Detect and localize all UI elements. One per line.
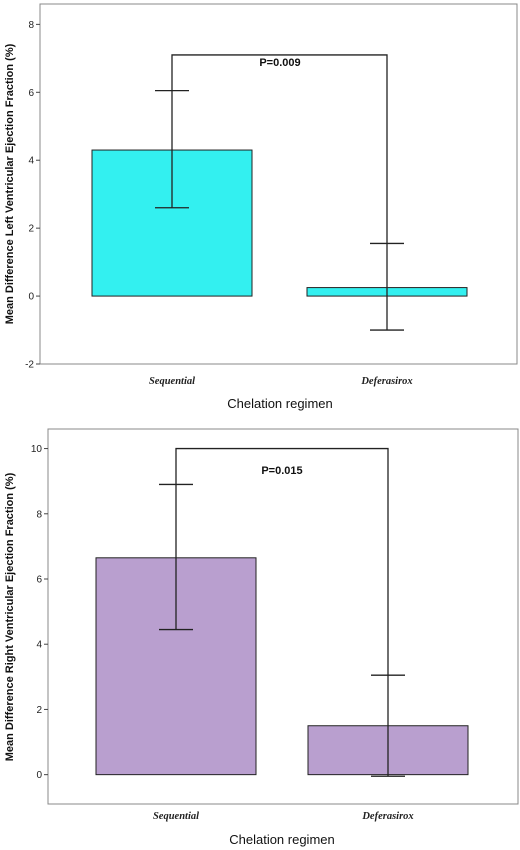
rvef-chart-panel: 0 2 4 6 8 10 P=0.015 Sequential Deferasirox Ch…: [0, 425, 520, 850]
y-tick-label: 0: [36, 770, 42, 781]
y-tick-label: 10: [31, 444, 43, 455]
bracket-line: [175, 447, 389, 676]
y-axis-title: Mean Difference Right Ventricular Ejecti…: [4, 472, 16, 761]
y-tick-label: 6: [36, 575, 42, 586]
significance-bracket: [171, 54, 388, 244]
category-label-sequential: Sequential: [153, 811, 199, 822]
plot-frame: [39, 3, 518, 365]
y-tick-label: 2: [28, 224, 34, 235]
category-label-deferasirox: Deferasirox: [360, 376, 412, 387]
rvef-bar-chart: 0 2 4 6 8 10 P=0.015 Sequential Deferasirox Ch…: [4, 428, 519, 847]
y-ticks: -2 0 2 4 6 8: [25, 20, 40, 371]
category-label-sequential: Sequential: [149, 376, 195, 387]
bracket-line: [171, 54, 388, 244]
lvef-chart-panel: -2 0 2 4 6 8 P=0.009 Sequential Deferasirox Ch…: [0, 0, 520, 420]
x-axis-title: Chelation regimen: [229, 832, 335, 847]
y-tick-label: 4: [28, 156, 34, 167]
plot-frame: [47, 428, 519, 805]
p-value-label: P=0.009: [259, 57, 300, 69]
y-ticks: 0 2 4 6 8 10: [31, 444, 48, 781]
y-tick-label: 8: [28, 20, 34, 31]
bars: [95, 557, 469, 776]
y-tick-label: 2: [36, 705, 42, 716]
y-tick-label: 4: [36, 640, 42, 651]
y-axis-title: Mean Difference Left Ventricular Ejectio…: [4, 43, 16, 324]
p-value-label: P=0.015: [261, 465, 302, 477]
significance-bracket: [175, 447, 389, 676]
y-tick-label: 6: [28, 88, 34, 99]
x-tick-labels: Sequential Deferasirox: [153, 811, 414, 822]
x-tick-labels: Sequential Deferasirox: [149, 376, 413, 387]
y-tick-label: 8: [36, 509, 42, 520]
bars: [91, 149, 468, 297]
y-tick-label: 0: [28, 292, 34, 303]
lvef-bar-chart: -2 0 2 4 6 8 P=0.009 Sequential Deferasirox Ch…: [4, 3, 518, 411]
x-axis-title: Chelation regimen: [227, 396, 333, 411]
category-label-deferasirox: Deferasirox: [361, 811, 413, 822]
y-tick-label: -2: [25, 360, 34, 371]
